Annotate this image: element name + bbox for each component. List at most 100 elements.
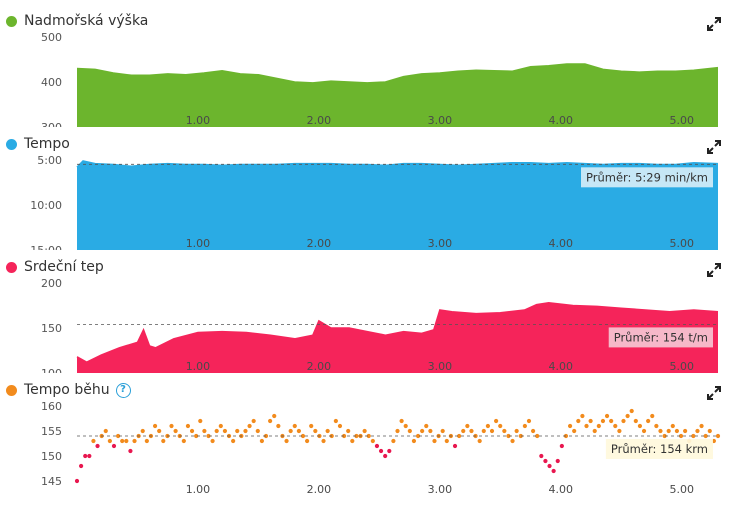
x-tick-label: 1.00 <box>186 114 211 127</box>
average-label: Průměr: 154 t/m <box>614 330 708 344</box>
x-tick-label: 3.00 <box>428 483 453 496</box>
data-point <box>268 418 273 424</box>
data-point <box>715 433 721 439</box>
data-point <box>609 418 614 424</box>
data-point <box>411 438 417 444</box>
x-tick-label: 3.00 <box>428 114 453 127</box>
data-point <box>83 453 88 459</box>
data-point <box>79 463 84 469</box>
data-point <box>510 438 515 444</box>
data-point <box>391 438 396 444</box>
x-tick-label: 1.00 <box>186 237 211 250</box>
data-point <box>185 423 191 429</box>
x-tick-label: 1.00 <box>186 483 211 496</box>
series-dot-icon <box>6 138 17 150</box>
y-tick-label: 160 <box>41 400 62 413</box>
data-point <box>243 428 248 434</box>
expand-icon[interactable] <box>706 385 722 401</box>
expand-icon[interactable] <box>706 16 722 32</box>
data-point <box>600 418 606 424</box>
expand-icon[interactable] <box>706 139 722 155</box>
x-tick-label: 5.00 <box>669 237 694 250</box>
data-point <box>514 428 519 434</box>
series-dot-icon <box>6 384 17 396</box>
data-point <box>169 423 174 429</box>
data-point <box>415 433 421 439</box>
average-label-bg <box>581 167 713 188</box>
data-point <box>111 443 117 449</box>
y-tick-label: 145 <box>41 475 62 488</box>
data-point <box>370 438 375 444</box>
y-tick-label: 15:00 <box>30 244 62 250</box>
average-label: Průměr: 5:29 min/km <box>586 170 708 184</box>
x-tick-label: 3.00 <box>428 360 453 373</box>
data-point <box>198 418 203 424</box>
data-point <box>91 438 96 444</box>
expand-icon[interactable] <box>706 262 722 278</box>
data-point <box>189 428 195 434</box>
data-point <box>140 428 145 434</box>
data-point <box>173 428 178 434</box>
data-point <box>346 428 351 434</box>
data-point <box>625 413 630 419</box>
data-point <box>666 428 671 434</box>
data-point <box>305 438 310 444</box>
data-point <box>457 433 462 439</box>
data-point <box>617 428 622 434</box>
data-point <box>678 433 684 439</box>
series-line <box>76 160 719 168</box>
average-label: Průměr: 154 krm <box>611 442 708 456</box>
x-tick-label: 4.00 <box>549 114 574 127</box>
data-point <box>674 428 680 434</box>
data-point <box>235 428 240 434</box>
data-point <box>362 428 367 434</box>
x-tick-label: 4.00 <box>549 483 574 496</box>
data-point <box>292 423 297 429</box>
data-point <box>399 418 404 424</box>
y-tick-label: 200 <box>41 277 62 290</box>
data-point <box>576 418 581 424</box>
panel-title: Tempo <box>6 133 70 155</box>
data-point <box>420 428 425 434</box>
data-point <box>555 458 560 464</box>
y-tick-label: 100 <box>41 367 62 373</box>
data-point <box>559 443 564 449</box>
average-label-bg <box>605 439 713 459</box>
data-point <box>387 448 392 454</box>
panel-pace: Tempo 5:00 10:00 15:00 Průměr: 5:29 min/km 1… <box>0 127 736 250</box>
y-tick-label: 150 <box>41 450 62 463</box>
data-point <box>259 438 265 444</box>
data-point <box>231 438 236 444</box>
series-line <box>76 63 719 84</box>
x-tick-label: 2.00 <box>307 237 332 250</box>
data-point <box>407 428 412 434</box>
x-tick-label: 4.00 <box>549 360 574 373</box>
data-point <box>218 423 223 429</box>
data-point <box>161 438 166 444</box>
series-area <box>77 302 718 373</box>
help-icon[interactable]: ? <box>115 382 131 398</box>
x-tick-label: 2.00 <box>307 114 332 127</box>
data-point <box>526 418 532 424</box>
data-point <box>580 413 585 419</box>
x-tick-label: 5.00 <box>669 360 694 373</box>
x-tick-label: 4.00 <box>549 237 574 250</box>
panel-cadence: Tempo běhu ? 160 155 150 145 Průměr: 154 krm… <box>0 373 736 503</box>
y-tick-label: 500 <box>41 31 62 44</box>
data-point <box>428 428 433 434</box>
data-point <box>469 428 474 434</box>
panel-title-text: Tempo běhu <box>24 382 110 398</box>
data-point <box>629 408 634 414</box>
data-point <box>251 418 256 424</box>
panel-elevation: Nadmořská výška 500 400 300 1.00 2.00 3.00 4.0… <box>0 4 736 127</box>
data-point <box>87 453 92 459</box>
data-point <box>378 448 384 454</box>
data-point <box>350 438 355 444</box>
y-tick-label: 5:00 <box>37 154 62 167</box>
data-point <box>325 428 330 434</box>
data-point <box>588 418 593 424</box>
data-point <box>543 458 548 464</box>
series-line <box>76 302 719 364</box>
panel-title: Nadmořská výška <box>6 10 148 32</box>
average-label-bg <box>608 327 713 348</box>
